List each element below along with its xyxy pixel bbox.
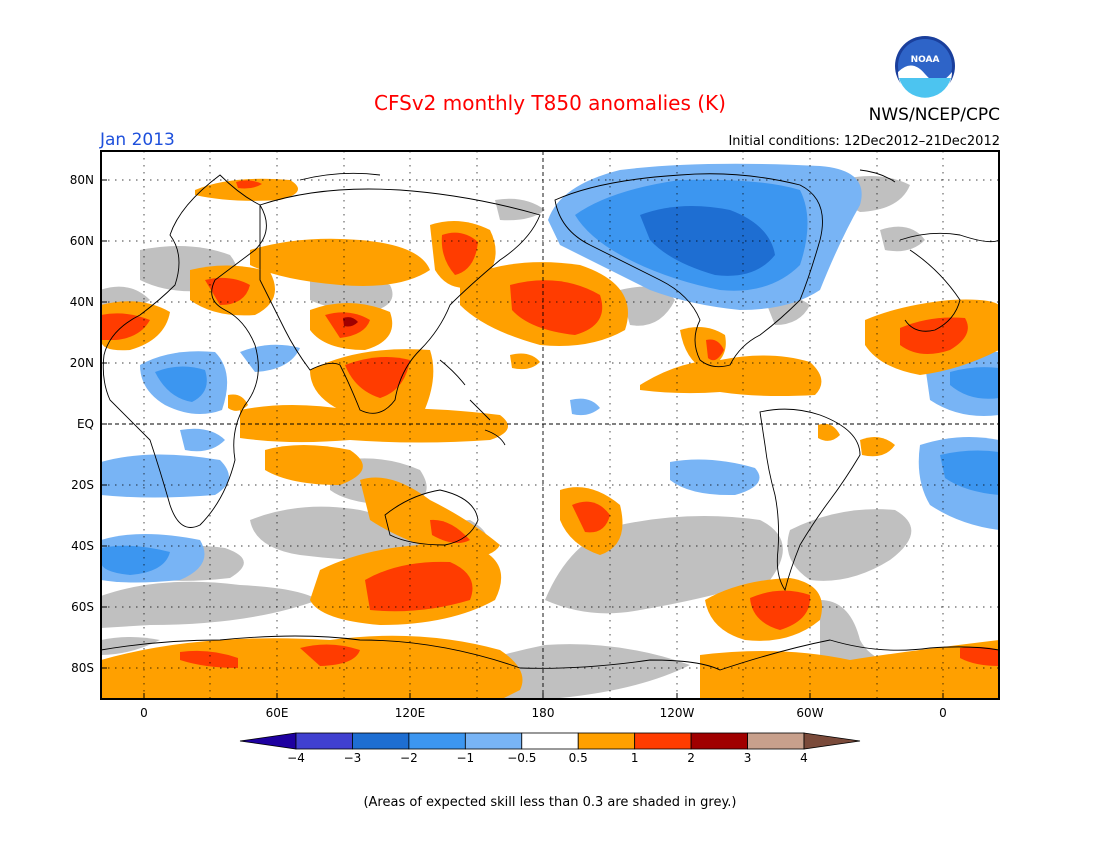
legend-tick-label: −0.5: [507, 751, 536, 765]
legend-tick-label: −2: [400, 751, 418, 765]
map-frame: [100, 150, 1000, 700]
negative-anomaly-areas: [101, 163, 999, 583]
lat-label: 60S: [71, 600, 94, 614]
legend-swatch: [747, 732, 805, 750]
legend-swatch: [577, 732, 636, 750]
legend-tick-label: 4: [800, 751, 808, 765]
skill-footnote: (Areas of expected skill less than 0.3 a…: [363, 795, 736, 810]
agency-label: NWS/NCEP/CPC: [869, 105, 1000, 125]
lon-label: 120W: [660, 706, 695, 720]
lon-label: 0: [140, 706, 148, 720]
latitude-labels: 80N 60N 40N 20N EQ 20S 40S 60S 80S: [70, 173, 94, 675]
positive-anomaly-areas: [101, 178, 999, 699]
noaa-logo: NOAA: [895, 36, 955, 99]
legend-tick-label: 0.5: [569, 751, 588, 765]
legend-swatch: [521, 732, 579, 750]
legend-swatch: [690, 732, 748, 750]
legend-tick-label: −1: [456, 751, 474, 765]
lat-label: 20N: [70, 356, 94, 370]
month-label: Jan 2013: [99, 130, 175, 150]
lat-label: 20S: [71, 478, 94, 492]
lat-label: 40S: [71, 539, 94, 553]
legend-arrow-high: [803, 732, 861, 750]
legend-swatch: [464, 732, 523, 750]
initial-conditions-label: Initial conditions: 12Dec2012–21Dec2012: [728, 134, 1000, 149]
lon-label: 60W: [796, 706, 823, 720]
map-reference-lines: [101, 151, 999, 699]
legend-tick-label: 3: [744, 751, 752, 765]
lon-label: 0: [939, 706, 947, 720]
map-ticks: [101, 179, 944, 699]
lon-label: 60E: [266, 706, 289, 720]
lat-label: EQ: [77, 417, 94, 431]
legend-swatch: [408, 732, 466, 750]
coastlines: [101, 169, 999, 671]
map-gridlines: [101, 151, 999, 699]
legend-tick-label: −3: [344, 751, 362, 765]
lat-label: 40N: [70, 295, 94, 309]
noaa-logo-text: NOAA: [911, 55, 940, 65]
legend-swatch: [634, 732, 692, 750]
legend-arrow-low: [239, 732, 297, 750]
lon-label: 120E: [395, 706, 426, 720]
chart-title: CFSv2 monthly T850 anomalies (K): [374, 91, 726, 115]
lon-label: 180: [532, 706, 555, 720]
longitude-labels: 0 60E 120E 180 120W 60W 0: [140, 706, 947, 720]
lat-label: 60N: [70, 234, 94, 248]
anomaly-map: 80N 60N 40N 20N EQ 20S 40S 60S 80S 0 60E…: [70, 150, 1000, 720]
legend-tick-label: 1: [631, 751, 639, 765]
lat-label: 80S: [71, 661, 94, 675]
legend-swatch: [295, 732, 353, 750]
legend-tick-label: 2: [687, 751, 695, 765]
legend-swatch: [352, 732, 410, 750]
color-legend: −4 −3 −2 −1 −0.5 0.5 1 2 3 4: [239, 732, 861, 765]
lat-label: 80N: [70, 173, 94, 187]
legend-tick-label: −4: [287, 751, 305, 765]
